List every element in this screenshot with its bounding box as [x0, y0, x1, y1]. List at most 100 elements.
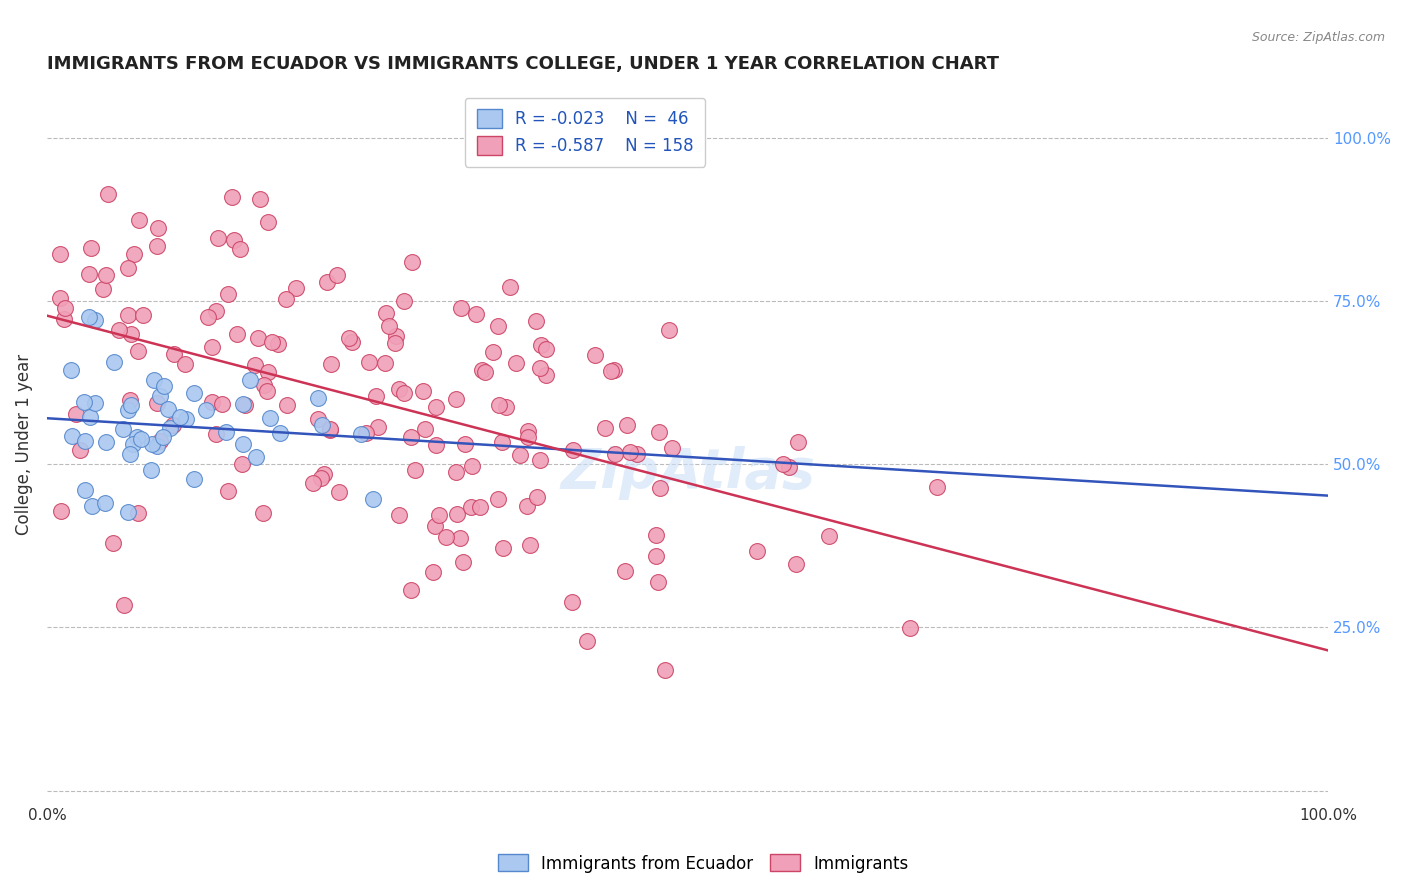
Point — [471, 363, 494, 377]
Point — [818, 529, 841, 543]
Point — [117, 402, 139, 417]
Point — [122, 247, 145, 261]
Point — [79, 267, 101, 281]
Point — [354, 425, 377, 440]
Point — [231, 457, 253, 471]
Point — [388, 382, 411, 396]
Point — [661, 441, 683, 455]
Point — [392, 386, 415, 401]
Point — [340, 335, 363, 350]
Point — [260, 335, 283, 350]
Point — [350, 427, 373, 442]
Point — [388, 508, 411, 522]
Point — [772, 457, 794, 471]
Point — [302, 476, 325, 491]
Point — [145, 396, 167, 410]
Point — [243, 358, 266, 372]
Point — [53, 301, 76, 315]
Point — [460, 500, 482, 515]
Point — [364, 389, 387, 403]
Point — [785, 557, 807, 571]
Point — [49, 504, 72, 518]
Point — [401, 255, 423, 269]
Point — [312, 467, 335, 481]
Point — [77, 310, 100, 324]
Point — [367, 419, 389, 434]
Point — [412, 384, 434, 398]
Point — [103, 536, 125, 550]
Point — [461, 459, 484, 474]
Point — [526, 490, 548, 504]
Point — [468, 500, 491, 515]
Point — [205, 427, 228, 442]
Point — [80, 499, 103, 513]
Point — [217, 483, 239, 498]
Point — [79, 409, 101, 424]
Point — [159, 420, 181, 434]
Point — [127, 506, 149, 520]
Point — [122, 437, 145, 451]
Point — [401, 582, 423, 597]
Point — [49, 247, 72, 261]
Point — [59, 363, 82, 377]
Point — [215, 425, 238, 440]
Point — [315, 275, 337, 289]
Point — [529, 360, 551, 375]
Point — [474, 365, 496, 379]
Point — [603, 363, 626, 377]
Point — [495, 401, 517, 415]
Point — [425, 438, 447, 452]
Point — [207, 231, 229, 245]
Point — [233, 398, 256, 412]
Point — [156, 402, 179, 417]
Point — [337, 331, 360, 345]
Point — [146, 239, 169, 253]
Point — [745, 544, 768, 558]
Point — [603, 447, 626, 461]
Point — [524, 314, 547, 328]
Point — [97, 186, 120, 201]
Point — [226, 326, 249, 341]
Point — [384, 336, 406, 351]
Point — [117, 309, 139, 323]
Point — [509, 448, 531, 462]
Point — [146, 220, 169, 235]
Point — [127, 344, 149, 359]
Point — [519, 538, 541, 552]
Point — [529, 452, 551, 467]
Point — [229, 242, 252, 256]
Point — [647, 425, 669, 440]
Point — [252, 506, 274, 520]
Point — [413, 422, 436, 436]
Point — [256, 384, 278, 398]
Point — [644, 549, 666, 563]
Point — [309, 471, 332, 485]
Point — [613, 564, 636, 578]
Point — [141, 436, 163, 450]
Point — [593, 421, 616, 435]
Point — [626, 446, 648, 460]
Point — [505, 356, 527, 370]
Point — [284, 281, 307, 295]
Point — [451, 555, 474, 569]
Point — [174, 357, 197, 371]
Point — [131, 309, 153, 323]
Point — [534, 342, 557, 356]
Point — [517, 425, 540, 439]
Point — [529, 338, 551, 352]
Point — [516, 430, 538, 444]
Point — [464, 307, 486, 321]
Point — [375, 305, 398, 319]
Legend: R = -0.023    N =  46, R = -0.587    N = 158: R = -0.023 N = 46, R = -0.587 N = 158 — [465, 98, 706, 167]
Point — [117, 505, 139, 519]
Point — [491, 434, 513, 449]
Point — [163, 347, 186, 361]
Point — [128, 212, 150, 227]
Point — [427, 508, 450, 522]
Point — [152, 379, 174, 393]
Point — [91, 282, 114, 296]
Point — [142, 373, 165, 387]
Point — [222, 233, 245, 247]
Point — [120, 392, 142, 407]
Point — [217, 287, 239, 301]
